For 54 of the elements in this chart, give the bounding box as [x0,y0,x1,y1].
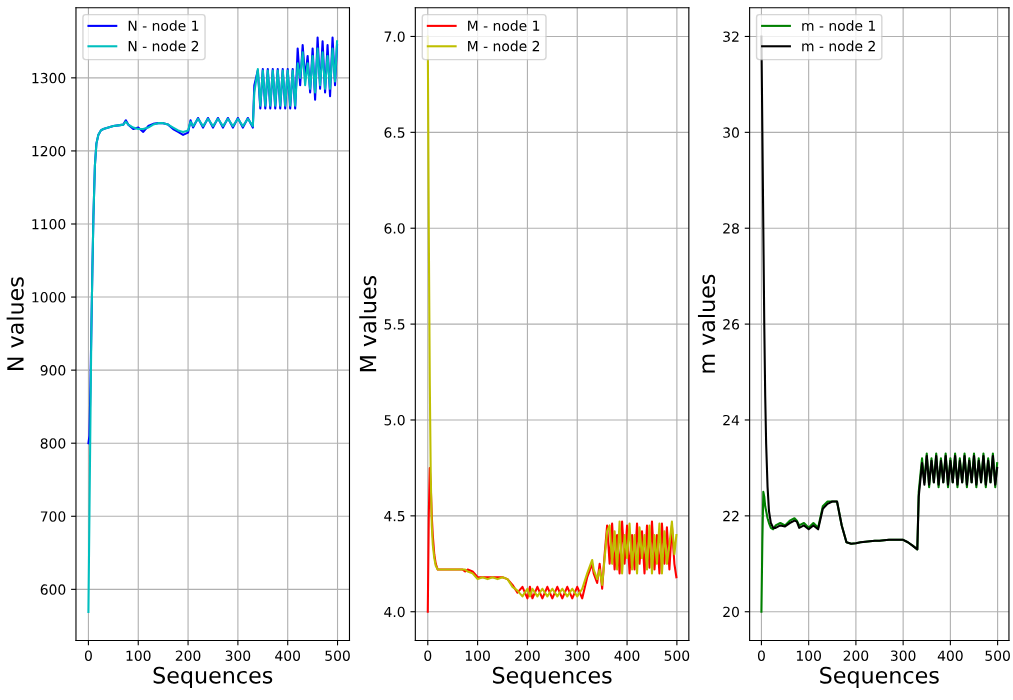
y-tick-label: 700 [40,511,66,522]
x-tick-label: 100 [796,650,821,661]
legend-label: N - node 2 [128,40,199,52]
x-tick-label: 300 [225,650,251,661]
x-tick-label: 100 [126,650,151,661]
y-tick-label: 1100 [32,218,66,230]
x-tick-label: 200 [843,650,869,661]
x-tick-label: 500 [325,650,350,661]
y-tick-label: 600 [40,584,66,595]
x-tick-label: 200 [515,650,540,661]
y-tick-label: 6.5 [384,127,405,138]
x-axis-title: Sequences [492,666,612,688]
y-tick-label: 800 [40,438,66,449]
x-tick-label: 400 [614,650,640,661]
x-tick-label: 300 [565,650,590,661]
x-tick-label: 300 [890,650,916,661]
y-tick-label: 5.0 [384,414,405,426]
y-tick-label: 32 [723,31,739,42]
x-tick-label: 400 [937,650,963,661]
y-tick-label: 7.0 [384,31,405,42]
y-tick-label: 24 [723,414,740,426]
x-tick-label: 0 [424,650,432,661]
y-tick-label: 900 [40,365,66,376]
x-tick-label: 400 [275,650,301,661]
x-axis-title: Sequences [153,666,273,688]
y-axis-title: m values [697,274,716,373]
y-tick-label: 6.0 [384,223,405,234]
x-tick-label: 200 [175,650,201,661]
legend-label: m - node 2 [802,40,875,52]
y-tick-label: 4.5 [384,511,405,522]
y-tick-label: 1300 [32,72,66,84]
x-tick-label: 500 [664,650,690,661]
line-series [426,466,678,613]
legend-label: M - node 2 [468,40,540,52]
x-tick-label: 0 [757,650,765,661]
y-tick-label: 20 [723,606,739,618]
y-axis-title: M values [359,275,377,372]
legend-label: N - node 1 [128,20,199,31]
line-series [87,40,339,614]
y-tick-label: 30 [723,127,739,138]
y-tick-label: 1000 [32,292,66,303]
y-tick-label: 22 [723,510,739,522]
y-tick-label: 5.5 [384,319,405,330]
y-tick-label: 28 [723,223,739,234]
y-tick-label: 26 [723,319,740,330]
y-tick-label: 1200 [32,145,66,157]
x-tick-label: 0 [84,650,92,661]
legend-label: M - node 1 [468,20,540,31]
x-tick-label: 100 [465,650,490,661]
y-axis-title: N values [6,277,24,370]
x-axis-title: Sequences [820,666,939,688]
legend-label: m - node 1 [802,20,876,31]
y-tick-label: 4.0 [384,606,405,618]
x-tick-label: 500 [985,650,1010,661]
